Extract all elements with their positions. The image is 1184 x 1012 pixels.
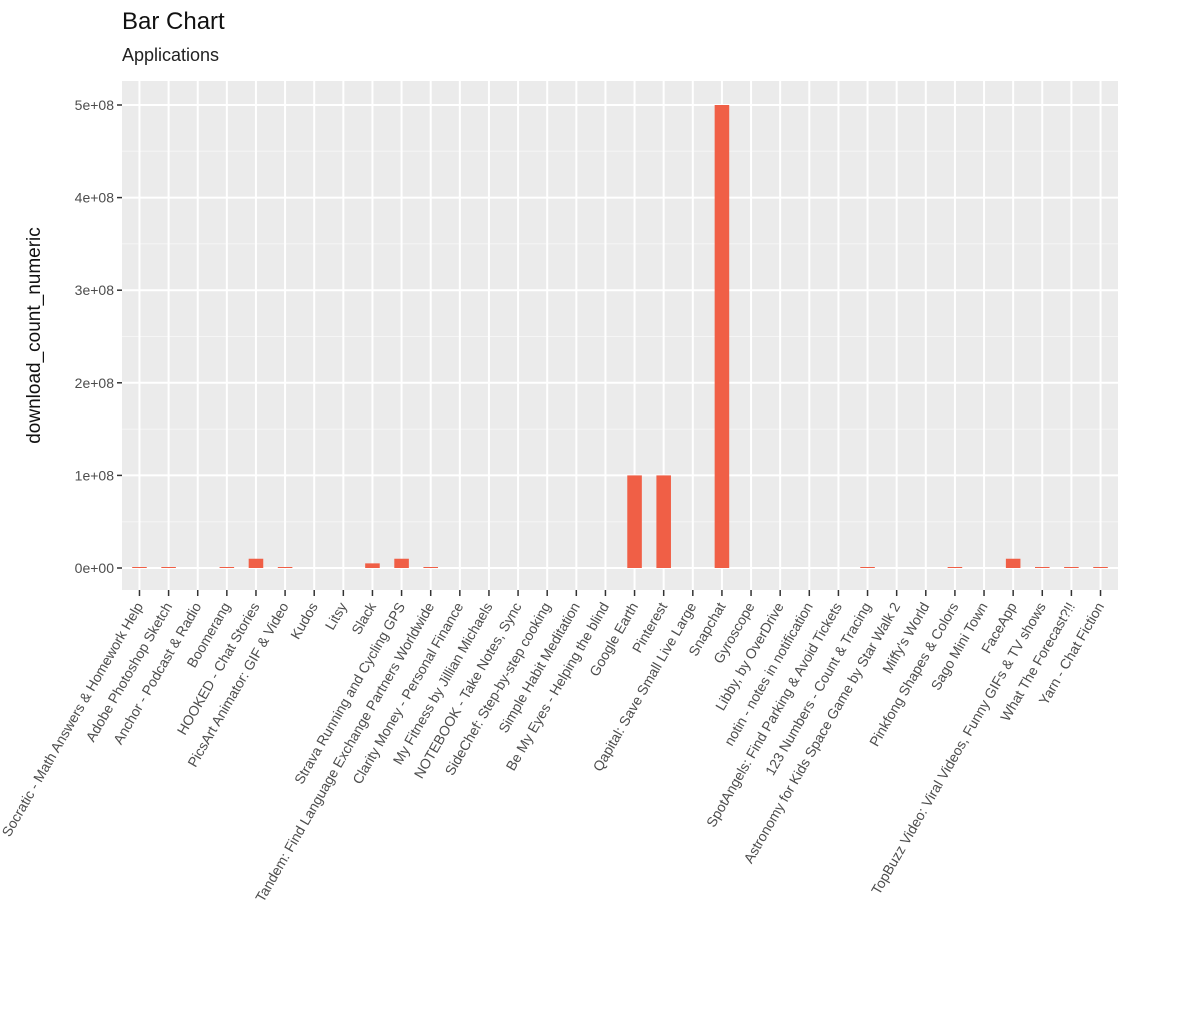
bar <box>947 567 963 568</box>
major-gridlines <box>122 81 1118 590</box>
bar <box>365 563 380 568</box>
y-tick-label: 5e+08 <box>75 97 115 113</box>
bar <box>161 567 176 568</box>
bar <box>656 475 671 568</box>
bar <box>1064 567 1079 568</box>
y-tick-label: 3e+08 <box>75 282 115 298</box>
y-tick-label: 4e+08 <box>75 190 115 206</box>
y-tick-label: 2e+08 <box>75 375 115 391</box>
bar <box>627 475 642 568</box>
bar <box>1005 558 1021 568</box>
bar <box>219 567 235 568</box>
bar <box>248 558 264 568</box>
bar <box>423 567 438 568</box>
plot-panel <box>122 81 1118 590</box>
bars <box>132 105 1108 568</box>
bar <box>394 558 409 568</box>
x-tick-label: Kudos <box>287 600 321 642</box>
y-tick-label: 0e+00 <box>75 560 115 576</box>
bar <box>277 567 293 568</box>
bar <box>1035 567 1050 568</box>
bar <box>132 567 147 568</box>
chart-title: Bar Chart <box>122 8 225 35</box>
bar <box>860 567 875 568</box>
chart-subtitle: Applications <box>122 45 220 65</box>
x-tick-label: Litsy <box>322 600 350 633</box>
minor-gridlines <box>122 150 1118 523</box>
y-tick-label: 1e+08 <box>75 467 115 483</box>
y-axis: 0e+00 1e+08 2e+08 3e+08 4e+08 5e+08 <box>75 97 122 576</box>
bar <box>714 105 730 568</box>
x-axis: Socratic - Math Answers & Homework HelpA… <box>0 590 1107 905</box>
y-axis-title: download_count_numeric <box>24 227 45 444</box>
bar <box>1093 567 1108 568</box>
